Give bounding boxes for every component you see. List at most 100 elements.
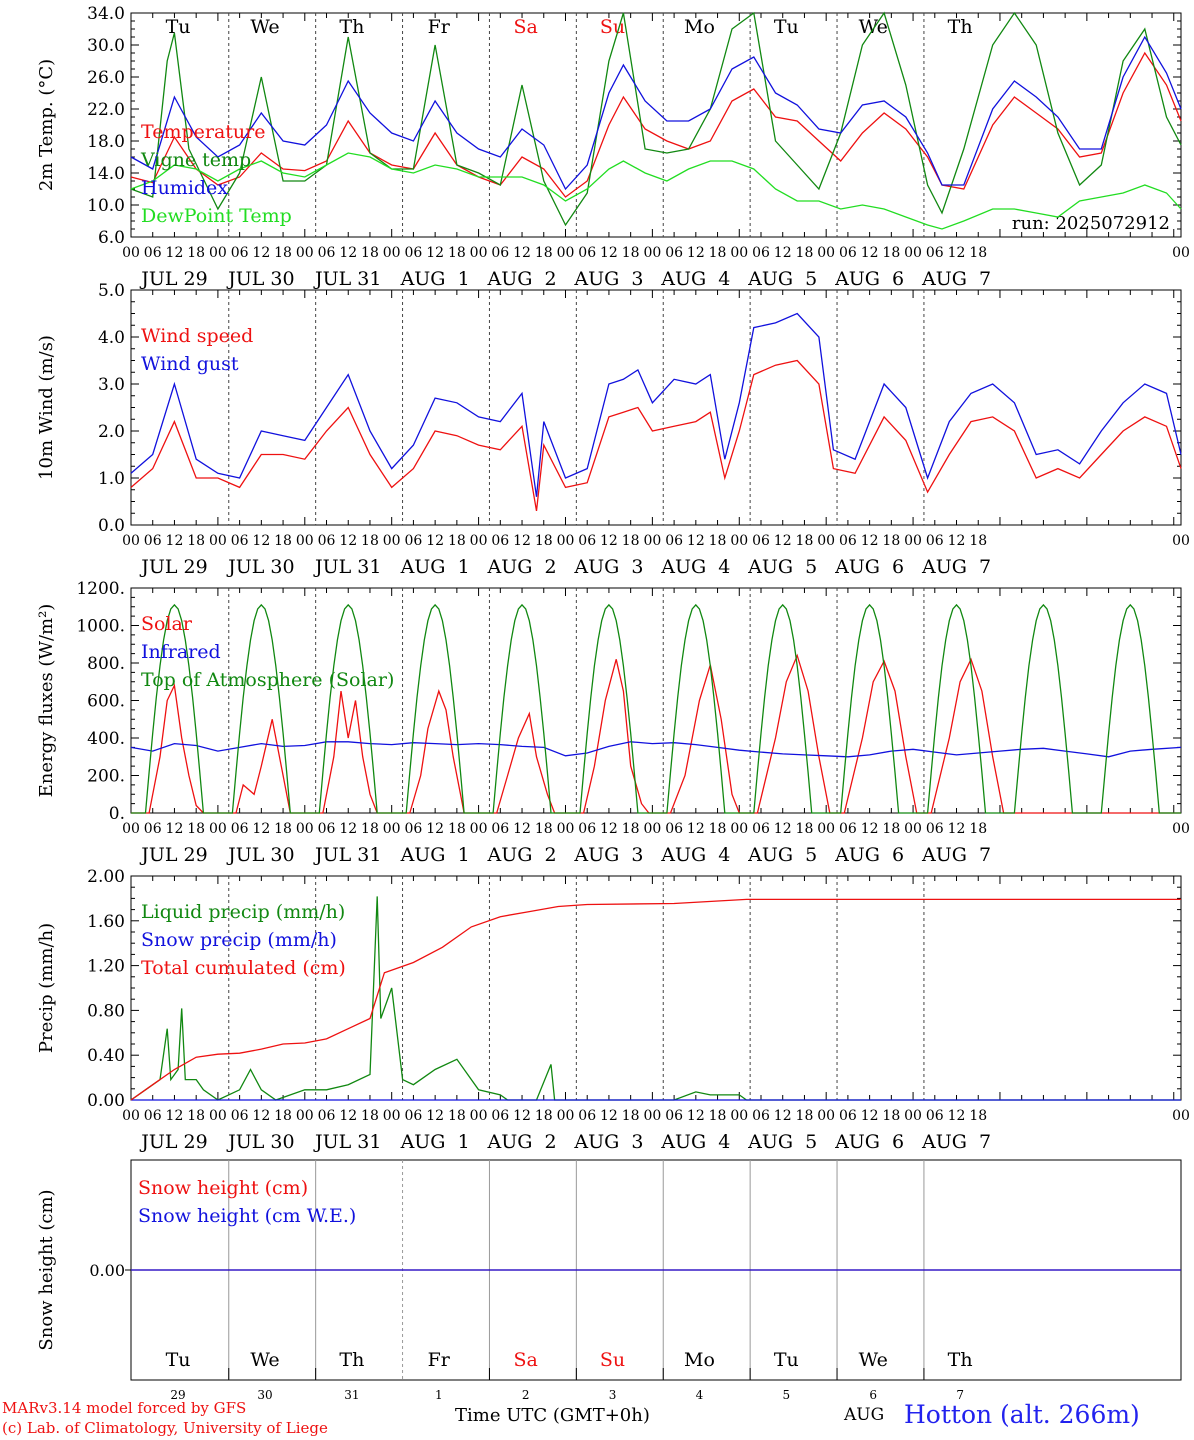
x-hour-label: 18: [535, 821, 553, 837]
x-date-label: AUG 2: [486, 844, 556, 866]
x-hour-label: 12: [861, 821, 879, 837]
x-hour-label: 06: [404, 533, 422, 549]
energy-y-axis-label: Energy fluxes (W/m²): [36, 604, 57, 798]
y-tick-label: 26.0: [87, 68, 125, 88]
x-date-label: AUG 2: [486, 1131, 556, 1153]
x-date-label: AUG 5: [747, 268, 817, 290]
weekday-label: Tu: [166, 1349, 191, 1371]
x-hour-label: 00: [557, 821, 575, 837]
y-tick-label: 0.0: [98, 516, 125, 536]
weekday-label: Sa: [513, 16, 537, 38]
x-hour-label: 12: [774, 821, 792, 837]
x-date-label: AUG 3: [573, 844, 643, 866]
wind-series-wind-gust: [130, 312, 1182, 497]
x-hour-label: 18: [969, 533, 987, 549]
y-tick-label: 2.00: [87, 867, 125, 887]
x-hour-label: 12: [252, 1108, 270, 1124]
day-number-label: 6: [869, 1388, 877, 1402]
x-hour-label: 00: [643, 533, 661, 549]
x-hour-label: 06: [404, 245, 422, 261]
temp-series-dewpoint-temp: [130, 152, 1182, 230]
y-tick-label: 600.: [87, 692, 125, 712]
x-hour-label: 00: [296, 533, 314, 549]
x-hour-label: 00: [383, 245, 401, 261]
x-date-label: JUL 30: [226, 556, 294, 578]
x-hour-label: 06: [839, 821, 857, 837]
x-hour-label: 00: [296, 821, 314, 837]
x-hour-label: 12: [948, 533, 966, 549]
weekday-label: We: [250, 16, 279, 38]
y-tick-label: 200.: [87, 767, 125, 787]
y-tick-label: 30.0: [87, 36, 125, 56]
x-hour-label: 00: [383, 533, 401, 549]
x-hour-label: 06: [839, 533, 857, 549]
temp-panel: 6.0 10.0 14.0 18.0 22.0 26.0 30.0 34.0 2m Temp. …: [36, 4, 1190, 290]
x-hour-label: 18: [361, 533, 379, 549]
x-hour-label: 00: [557, 1108, 575, 1124]
x-hour-label: 06: [144, 1108, 162, 1124]
weekday-label: Tu: [774, 16, 799, 38]
x-hour-label: 12: [426, 245, 444, 261]
energy-frame: [130, 587, 1182, 814]
precip-series-total-cumulated-cm-: [130, 898, 1181, 1101]
x-hour-label: 00: [730, 533, 748, 549]
x-hour-label: 06: [144, 245, 162, 261]
x-hour-label: 18: [448, 1108, 466, 1124]
x-hour-label: 00: [817, 1108, 835, 1124]
x-hour-label: 00: [817, 533, 835, 549]
wind-y-axis-label: 10m Wind (m/s): [36, 335, 57, 480]
x-hour-label: 12: [774, 245, 792, 261]
weekday-label: Fr: [428, 16, 451, 38]
weekday-label: Su: [600, 1349, 625, 1371]
day-number-label: 1: [435, 1388, 443, 1402]
weekday-label: Th: [948, 1349, 973, 1371]
x-hour-label: 06: [665, 245, 683, 261]
x-date-label: AUG 5: [747, 1131, 817, 1153]
x-date-label: AUG 7: [921, 268, 991, 290]
day-number-label: 5: [783, 1388, 791, 1402]
y-tick-label: 3.0: [98, 375, 125, 395]
y-tick-label: 4.0: [98, 328, 125, 348]
wind-legend-item: Wind gust: [141, 353, 239, 375]
temp-frame: [130, 12, 1182, 238]
x-date-label: AUG 1: [400, 1131, 470, 1153]
x-hour-label: 00: [643, 1108, 661, 1124]
x-hour-label: 12: [687, 821, 705, 837]
weekday-label: Mo: [684, 1349, 715, 1371]
weekday-label: Su: [600, 16, 625, 38]
x-hour-label: 06: [578, 1108, 596, 1124]
x-hour-label: 18: [187, 1108, 205, 1124]
x-date-label: AUG 4: [660, 268, 730, 290]
x-date-label: JUL 29: [139, 844, 207, 866]
x-hour-label: 00: [470, 533, 488, 549]
x-hour-label: 06: [926, 533, 944, 549]
x-hour-label: 00: [904, 1108, 922, 1124]
x-hour-label: 06: [404, 1108, 422, 1124]
x-hour-label: 12: [600, 821, 618, 837]
x-hour-label: 12: [166, 245, 184, 261]
x-date-label: JUL 30: [226, 1131, 294, 1153]
x-hour-label: 18: [709, 1108, 727, 1124]
precip-legend-item: Snow precip (mm/h): [141, 929, 337, 951]
x-hour-label: 06: [231, 245, 249, 261]
energy-series-infrared: [130, 741, 1182, 758]
x-hour-label: 06: [491, 533, 509, 549]
temp-legend-item: Temperature: [141, 121, 265, 143]
x-hour-label: 06: [926, 821, 944, 837]
y-tick-label: 2.0: [98, 422, 125, 442]
weekday-label: Th: [948, 16, 973, 38]
x-hour-label: 18: [882, 245, 900, 261]
energy-legend-item: Infrared: [141, 641, 221, 663]
y-tick-label: 1.20: [87, 957, 125, 977]
precip-y-axis-label: Precip (mm/h): [36, 923, 57, 1053]
x-hour-label: 12: [166, 821, 184, 837]
weekday-label: We: [859, 16, 888, 38]
x-date-label: AUG 6: [834, 1131, 904, 1153]
x-hour-label: 18: [622, 533, 640, 549]
x-hour-label: 00: [122, 1108, 140, 1124]
x-date-label: JUL 30: [226, 268, 294, 290]
weekday-label: Sa: [513, 1349, 537, 1371]
x-date-label: AUG 5: [747, 844, 817, 866]
y-tick-label: 800.: [87, 654, 125, 674]
